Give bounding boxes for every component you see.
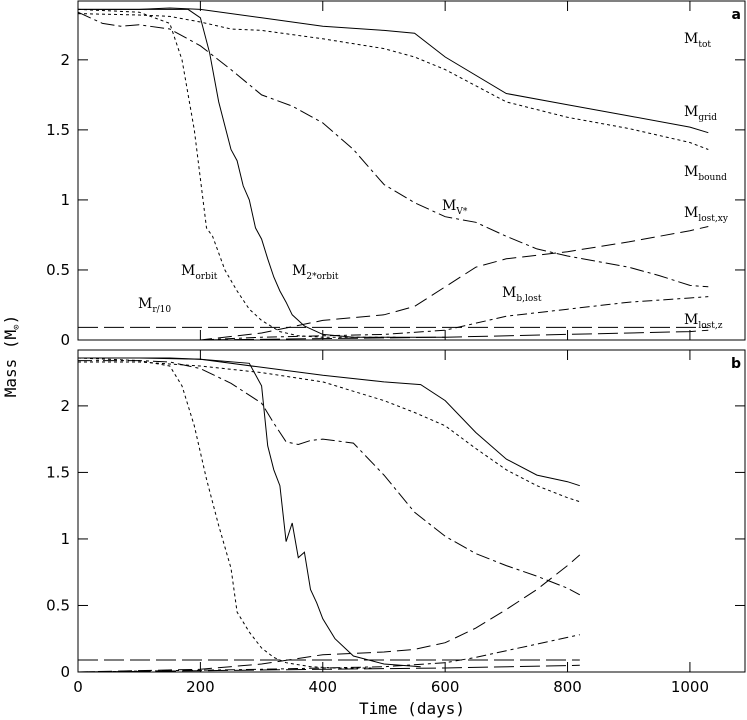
y-tick-label: 1 <box>60 191 70 209</box>
y-tick-label: 1.5 <box>46 121 70 139</box>
series-m-b-lost <box>77 634 580 673</box>
y-axis-label-text: Mass (M <box>1 330 20 397</box>
series-m-2-orbit <box>78 357 421 668</box>
y-tick-label: 2 <box>60 51 70 69</box>
x-tick-label: 600 <box>431 678 460 696</box>
series-m-v- <box>78 360 581 596</box>
series-label: Mtot <box>684 31 711 50</box>
series-m-lost-xy <box>78 226 709 341</box>
x-tick-label: 200 <box>186 678 215 696</box>
y-axis-label-symbol: ⊙ <box>12 324 22 329</box>
y-axis-label: Mass (M⊙) <box>1 315 22 398</box>
y-tick-label: 0 <box>60 331 70 349</box>
panel-letter: a <box>732 7 741 23</box>
y-tick-label: 0.5 <box>46 596 70 614</box>
panel-frame <box>77 349 746 673</box>
series-label: Mlost,xy <box>684 205 729 224</box>
series-m-orbit <box>77 8 397 338</box>
panel-frame <box>77 0 746 341</box>
series-m-lost-xy <box>77 554 581 673</box>
series-m-2-orbit <box>78 8 446 338</box>
series-label: Mr/10 <box>138 296 171 315</box>
y-tick-label: 0.5 <box>46 261 70 279</box>
series-m-tot <box>78 7 709 134</box>
x-tick-label: 0 <box>73 678 83 696</box>
series-label: M2*orbit <box>292 263 339 282</box>
y-axis-label-close: ) <box>1 315 20 325</box>
series-m-tot <box>78 357 580 487</box>
x-tick-label: 1000 <box>671 678 709 696</box>
panel-letter: b <box>731 356 741 372</box>
x-tick-label: 400 <box>308 678 337 696</box>
series-label: Mlost,z <box>684 312 723 331</box>
series-m-b-lost <box>78 296 709 341</box>
y-tick-label: 0 <box>60 663 70 681</box>
panel-a: 0 0.5 1 1.5 2 a Mtot Mgrid Mbound MV* Morbit M2*orb… <box>46 0 746 349</box>
series-m-grid <box>77 13 709 150</box>
series-label: Mgrid <box>684 104 717 123</box>
series-m-lost-z <box>78 329 709 341</box>
y-tick-label: 1 <box>60 530 70 548</box>
series-m-v- <box>77 11 709 288</box>
series-label: Mb,lost <box>502 285 542 304</box>
panel-b: 0 200 400 600 800 1000 0 0.5 1 1.5 2 b <box>46 349 746 696</box>
series-m-lost-z <box>77 664 580 673</box>
series-m-grid <box>78 361 580 503</box>
y-tick-label: 2 <box>60 397 70 415</box>
series-label: MV* <box>442 198 468 217</box>
x-tick-label: 800 <box>553 678 582 696</box>
series-label: Mbound <box>684 164 727 183</box>
series-label: Morbit <box>181 263 218 282</box>
x-axis-label: Time (days) <box>359 699 465 718</box>
y-tick-label: 1.5 <box>46 463 70 481</box>
series-m-orbit <box>77 357 372 669</box>
